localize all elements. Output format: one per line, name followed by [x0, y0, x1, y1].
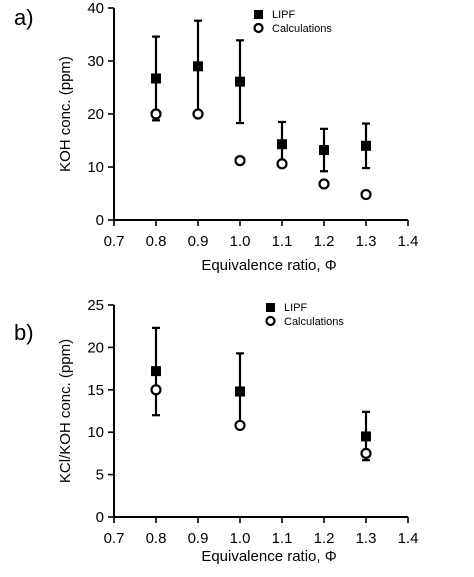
calculations-point	[360, 188, 372, 201]
x-axis-label: Equivalence ratio, Φ	[201, 548, 336, 565]
legend-lipf-marker	[254, 10, 263, 19]
legend-calculations-label: Calculations	[272, 23, 332, 35]
x-tick-label: 0.7	[104, 530, 125, 547]
panel-label: a)	[14, 5, 34, 30]
y-tick-label: 25	[87, 297, 104, 314]
x-tick-label: 1.0	[230, 530, 251, 547]
lipf-point	[151, 366, 161, 377]
chart-panel-a: a) 0.7 0.8 0.9 1.0 1.1 1.2 1.3 1.4 0 10 20 30 40 Equiv…	[14, 0, 418, 274]
calculations-point	[360, 447, 372, 459]
x-tick-label: 0.9	[188, 233, 209, 250]
calculations-point	[150, 384, 162, 396]
legend-lipf-label: LIPF	[272, 9, 296, 21]
x-axis-label: Equivalence ratio, Φ	[201, 257, 336, 274]
x-tick-label: 1.0	[230, 233, 251, 250]
legend-calculations-label: Calculations	[284, 316, 344, 328]
y-tick-label: 0	[96, 509, 104, 526]
x-tick-label: 0.8	[146, 233, 167, 250]
panel-label: b)	[14, 320, 34, 345]
x-tick-label: 1.4	[398, 233, 419, 250]
x-tick-label: 0.8	[146, 530, 167, 547]
x-tick-label: 1.1	[272, 530, 293, 547]
y-tick-label: 20	[87, 106, 104, 123]
x-tick-label: 0.7	[104, 233, 125, 250]
x-tick-label: 1.3	[356, 233, 377, 250]
x-tick-label: 1.1	[272, 233, 293, 250]
lipf-point	[235, 386, 245, 397]
y-tick-label: 20	[87, 339, 104, 356]
lipf-point	[277, 139, 287, 150]
y-tick-label: 30	[87, 53, 104, 70]
x-tick-label: 1.4	[398, 530, 419, 547]
y-tick-label: 10	[87, 159, 104, 176]
x-tick-label: 1.2	[314, 530, 335, 547]
calculations-point	[318, 178, 330, 190]
y-tick-label: 15	[87, 382, 104, 399]
lipf-point	[151, 73, 161, 84]
lipf-point	[361, 431, 371, 442]
x-tick-label: 1.2	[314, 233, 335, 250]
x-tick-label: 1.3	[356, 530, 377, 547]
y-tick-label: 5	[96, 467, 104, 484]
y-tick-label: 10	[87, 424, 104, 441]
x-tick-label: 0.9	[188, 530, 209, 547]
lipf-point	[235, 76, 245, 87]
y-tick-label: 0	[96, 212, 104, 229]
calculations-point	[150, 108, 162, 120]
legend-calculations-marker	[265, 315, 276, 327]
calculations-point	[192, 108, 204, 120]
legend-calculations-marker	[253, 22, 264, 34]
lipf-point	[193, 61, 203, 72]
calculations-point	[234, 155, 246, 167]
lipf-point	[319, 145, 329, 156]
calculations-point	[234, 419, 246, 432]
calculations-point	[276, 158, 288, 170]
chart-panel-b: b) 0.7 0.8 0.9 1.0 1.1 1.2 1.3 1.4 0 5 10 15 20 25 Equi…	[14, 297, 418, 565]
lipf-point	[361, 140, 371, 151]
y-tick-label: 40	[87, 0, 104, 17]
legend-lipf-label: LIPF	[284, 302, 308, 314]
y-axis-label: KCl/KOH conc. (ppm)	[57, 339, 74, 483]
y-axis-label: KOH conc. (ppm)	[57, 56, 74, 172]
legend-lipf-marker	[266, 303, 275, 312]
